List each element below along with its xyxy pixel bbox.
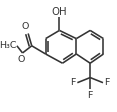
- Text: O: O: [18, 55, 25, 64]
- Text: O: O: [21, 22, 29, 31]
- Text: OH: OH: [52, 7, 67, 17]
- Text: H₃C: H₃C: [0, 41, 16, 50]
- Text: F: F: [88, 91, 93, 100]
- Text: F: F: [70, 78, 75, 87]
- Text: F: F: [104, 78, 109, 87]
